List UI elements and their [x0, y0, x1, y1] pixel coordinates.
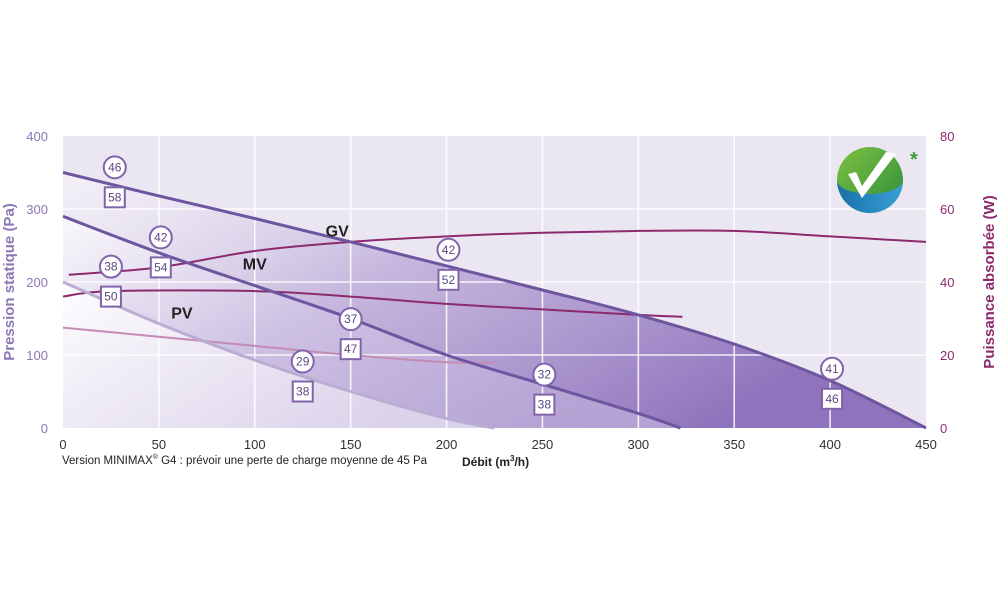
sound-marker [436, 237, 461, 262]
x-tick-label: 150 [340, 437, 362, 452]
logo-asterisk: * [910, 149, 918, 171]
y-right-tick-label: 80 [940, 129, 954, 144]
certification-check-logo: * [837, 147, 918, 213]
x-axis-title-end: /h) [514, 455, 530, 469]
y-left-tick-label: 100 [26, 348, 48, 363]
power-marker [533, 393, 556, 416]
sound-marker [290, 349, 315, 374]
sound-marker [102, 155, 127, 180]
power-marker-label: 54 [154, 260, 168, 274]
pressure-fill-areas [63, 172, 926, 428]
power-marker-label: 47 [344, 342, 358, 356]
power-marker-label: 46 [825, 392, 839, 406]
y-right-axis-title: Puissance absorbée (W) [981, 195, 998, 368]
power-marker [821, 387, 844, 410]
x-axis-title: Débit (m3/h) [462, 454, 529, 469]
series-label-mv: MV [243, 257, 267, 274]
tick-labels: 0 50 100 150 200 250 300 350 400 4500100200300400… [26, 129, 954, 452]
power-marker-label: 50 [104, 290, 118, 304]
power-curve-3 [62, 326, 495, 364]
sound-marker [820, 356, 845, 381]
x-tick-label: 200 [436, 437, 458, 452]
x-tick-label: 300 [627, 437, 649, 452]
axis-titles: Pression statique (Pa) Puissance absorbée… [1, 195, 998, 368]
check-icon [848, 152, 896, 198]
sound-marker-label: 37 [344, 312, 358, 326]
power-marker [149, 256, 172, 279]
x-tick-label: 0 [59, 437, 66, 452]
sound-marker-label: 32 [538, 368, 552, 382]
point-markers: 46 58 42 54 38 50 37 47 29 38 42 52 32 38 41 46 [98, 155, 845, 416]
x-tick-label: 450 [915, 437, 937, 452]
sound-marker [98, 254, 123, 279]
sound-marker [148, 225, 173, 250]
y-right-tick-label: 40 [940, 275, 954, 290]
sound-marker-label: 41 [825, 362, 839, 376]
power-marker-label: 52 [442, 273, 456, 287]
y-right-tick-label: 20 [940, 348, 954, 363]
series-label-pv: PV [171, 306, 193, 323]
logo-wave [837, 180, 903, 213]
power-marker [291, 380, 314, 403]
footnote: Version MINIMAX® G4 : prévoir une perte … [62, 454, 427, 467]
x-tick-label: 100 [244, 437, 266, 452]
power-marker [339, 338, 362, 361]
sound-marker-label: 42 [154, 230, 168, 244]
power-marker-label: 58 [108, 190, 122, 204]
y-left-axis-title: Pression statique (Pa) [1, 203, 18, 361]
sound-marker [532, 362, 557, 387]
y-left-tick-label: 0 [41, 421, 48, 436]
y-left-tick-label: 400 [26, 129, 48, 144]
x-axis-title-sup: 3 [510, 454, 515, 463]
y-left-tick-label: 300 [26, 202, 48, 217]
footnote-suffix: G4 : prévoir une perte de charge moyenne… [157, 454, 428, 467]
y-left-tick-label: 200 [26, 275, 48, 290]
series-labels: GV MV PV [171, 224, 349, 323]
x-tick-label: 350 [723, 437, 745, 452]
pressure-curve-gv [62, 171, 927, 430]
sound-marker-label: 29 [296, 355, 310, 369]
power-marker [99, 285, 122, 308]
sound-marker-label: 42 [442, 243, 456, 257]
series-label-gv: GV [326, 224, 349, 241]
footnote-prefix: Version MINIMAX [62, 454, 153, 467]
pressure-fill-pv [63, 282, 495, 428]
sound-marker-label: 38 [104, 260, 118, 274]
pressure-curve-pv [62, 280, 495, 430]
power-marker-label: 38 [296, 385, 310, 399]
power-marker [437, 268, 460, 291]
y-right-tick-label: 60 [940, 202, 954, 217]
sound-marker-label: 46 [108, 160, 122, 174]
x-tick-label: 400 [819, 437, 841, 452]
footnote-registered: ® [152, 454, 158, 461]
x-axis-title-base: Débit (m [462, 455, 510, 469]
power-marker [103, 186, 126, 209]
power-curve-2 [62, 289, 683, 318]
sound-marker [338, 307, 363, 332]
power-curve-1 [68, 229, 927, 276]
x-tick-label: 250 [532, 437, 554, 452]
curve-lines [62, 171, 927, 430]
power-marker-label: 38 [538, 398, 552, 412]
x-tick-label: 50 [152, 437, 166, 452]
pressure-curve-mv [62, 214, 681, 430]
y-right-tick-label: 0 [940, 421, 947, 436]
